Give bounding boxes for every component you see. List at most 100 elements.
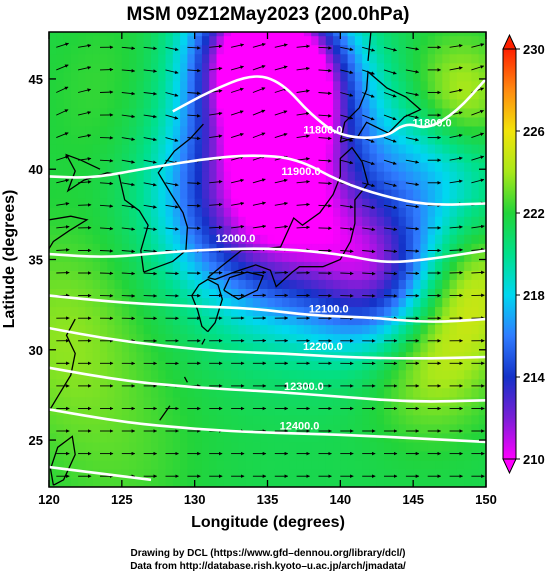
heat-cell <box>413 405 422 416</box>
heat-cell <box>209 279 218 289</box>
heat-cell <box>384 378 392 389</box>
heat-cell <box>158 477 167 487</box>
heat-cell <box>340 279 349 289</box>
wind-vector <box>252 65 266 71</box>
heat-cell <box>231 351 239 362</box>
heat-cell <box>478 261 486 271</box>
heat-cell <box>172 459 181 470</box>
heat-cell <box>150 279 159 289</box>
heat-cell <box>318 107 327 118</box>
heat-cell <box>369 152 378 163</box>
heat-cell <box>471 342 480 353</box>
heat-cell <box>427 234 436 244</box>
heat-cell <box>435 189 443 199</box>
heat-cell <box>318 189 327 199</box>
heat-cell <box>303 62 312 73</box>
heat-cell <box>150 234 159 244</box>
heat-cell <box>158 351 167 362</box>
heat-cell <box>180 405 188 416</box>
heat-cell <box>165 243 174 253</box>
heat-cell <box>449 351 458 362</box>
heat-cell <box>85 360 94 371</box>
wind-vector <box>143 204 157 209</box>
heat-cell <box>172 324 181 335</box>
wind-vector <box>274 132 288 139</box>
heat-cell <box>362 243 371 253</box>
heat-cell <box>63 279 72 289</box>
heat-cell <box>267 459 276 470</box>
heat-cell <box>325 279 334 289</box>
heat-cell <box>70 396 79 407</box>
heat-cell <box>107 324 116 335</box>
heat-cell <box>143 261 152 271</box>
heat-cell <box>223 134 232 145</box>
wind-vector <box>318 46 332 50</box>
heat-cell <box>311 198 320 208</box>
heat-cell <box>303 225 312 235</box>
heat-cell <box>216 324 225 335</box>
heat-cell <box>369 441 378 452</box>
heat-cell <box>92 459 101 470</box>
heat-cell <box>274 288 283 299</box>
heat-cell <box>289 189 298 199</box>
heat-cell <box>420 62 429 73</box>
heat-cell <box>231 44 239 55</box>
heat-cell <box>405 405 414 416</box>
heat-cell <box>369 116 378 127</box>
heat-cell <box>209 297 218 308</box>
heat-cell <box>384 207 392 217</box>
heat-cell <box>391 333 400 344</box>
heat-cell <box>99 53 108 64</box>
heat-cell <box>216 423 225 434</box>
heat-cell <box>231 405 239 416</box>
heat-cell <box>223 207 232 217</box>
heat-cell <box>121 116 130 127</box>
heat-cell <box>449 297 458 308</box>
heat-cell <box>478 162 486 172</box>
heat-cell <box>92 216 101 226</box>
heat-cell <box>464 89 473 100</box>
heat-cell <box>223 333 232 344</box>
heat-cell <box>267 80 276 91</box>
heat-cell <box>311 306 320 317</box>
heat-cell <box>194 198 203 208</box>
heat-cell <box>70 387 79 398</box>
heat-cell <box>340 297 349 308</box>
heat-cell <box>435 351 443 362</box>
heat-cell <box>158 414 167 425</box>
heat-cell <box>427 306 436 317</box>
heat-cell <box>333 414 341 425</box>
heat-cell <box>296 324 305 335</box>
heat-cell <box>165 360 174 371</box>
heat-cell <box>354 315 363 326</box>
heat-cell <box>325 396 334 407</box>
heat-cell <box>347 450 356 461</box>
heat-cell <box>391 62 400 73</box>
heat-cell <box>296 441 305 452</box>
colorbar-tick-label: 210 <box>523 452 545 467</box>
heat-cell <box>369 387 378 398</box>
heat-cell <box>413 414 422 425</box>
heat-cell <box>49 152 57 163</box>
heat-cell <box>325 477 334 487</box>
heat-cell <box>70 252 79 262</box>
heat-cell <box>333 234 341 244</box>
heat-cell <box>150 315 159 326</box>
heat-cell <box>85 279 94 289</box>
heat-cell <box>318 62 327 73</box>
colorbar-tick-label: 218 <box>523 288 545 303</box>
heat-cell <box>78 62 87 73</box>
heat-cell <box>78 234 87 244</box>
heat-cell <box>464 333 473 344</box>
heat-cell <box>150 387 159 398</box>
heat-cell <box>289 423 298 434</box>
heat-cell <box>121 432 130 443</box>
heat-cell <box>398 351 407 362</box>
heat-cell <box>340 134 349 145</box>
heat-cell <box>223 180 232 190</box>
heat-cell <box>384 243 392 253</box>
heat-cell <box>56 71 65 82</box>
heat-cell <box>85 98 94 109</box>
heat-cell <box>311 396 320 407</box>
heat-cell <box>442 378 451 389</box>
